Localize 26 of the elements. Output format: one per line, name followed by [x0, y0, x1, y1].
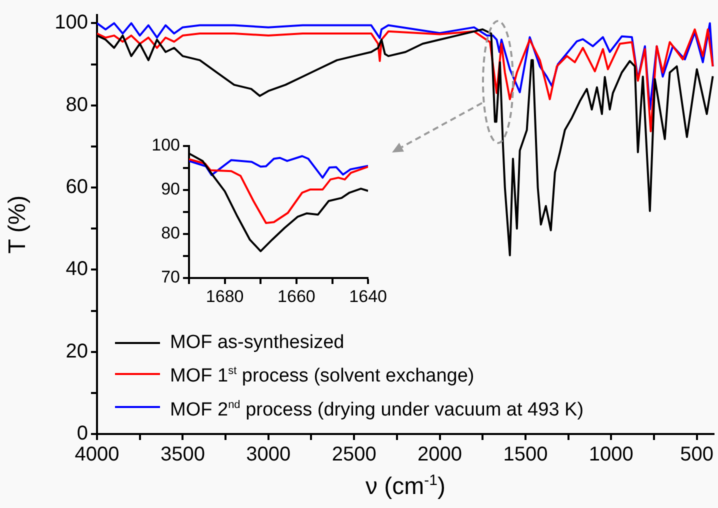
x-tick-label: 1500 — [503, 444, 548, 466]
legend-label: MOF 1$^{st}$ process (solvent exchange) — [170, 364, 474, 389]
x-tick-label: 1680 — [206, 286, 244, 306]
y-tick-label: 40 — [66, 258, 88, 280]
legend-label: MOF as-synthesized — [170, 331, 344, 356]
y-tick-label: 70 — [161, 268, 180, 287]
x-axis-title: ν (cm$^{-1}$) — [366, 472, 446, 501]
y-tick-label: 80 — [161, 224, 180, 243]
x-tick-label: 1640 — [349, 286, 388, 306]
y-tick-label: 90 — [161, 180, 180, 199]
x-tick-label: 1000 — [588, 444, 634, 466]
y-tick-label: 80 — [66, 94, 88, 116]
y-tick-label: 100 — [54, 12, 88, 34]
x-tick-label: 1660 — [278, 286, 316, 306]
y-tick-label: 100 — [152, 136, 180, 155]
x-tick-label: 3500 — [160, 444, 205, 466]
y-tick-label: 0 — [76, 422, 88, 445]
y-tick-label: 20 — [66, 340, 88, 362]
y-tick-label: 60 — [66, 176, 88, 198]
x-tick-label: 2500 — [332, 444, 376, 466]
x-tick-label: 4000 — [74, 444, 120, 466]
x-tick-label: 3000 — [246, 444, 291, 466]
x-tick-label: 500 — [680, 444, 714, 466]
legend-label: MOF 2$^{nd}$ process (drying under vacuum at 493 K) — [170, 398, 584, 422]
x-tick-label: 2000 — [418, 444, 462, 466]
y-axis-title: T (%) — [4, 195, 32, 254]
